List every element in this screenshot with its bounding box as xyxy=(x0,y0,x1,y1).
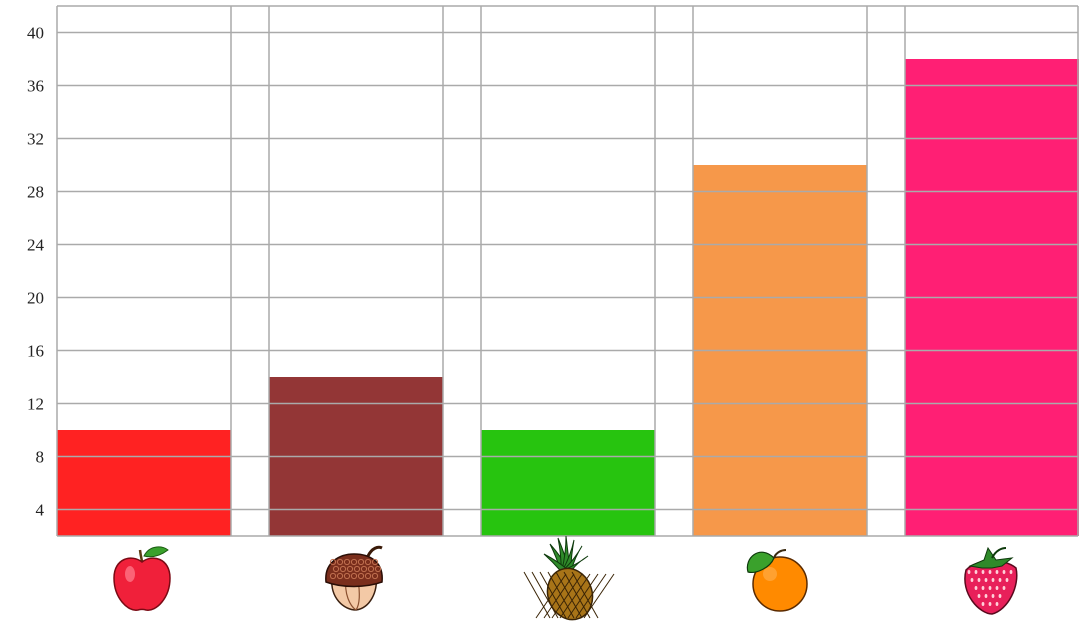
y-tick-label: 28 xyxy=(27,183,44,202)
apple-icon xyxy=(113,546,171,611)
y-tick-label: 40 xyxy=(27,24,44,43)
pineapple-icon xyxy=(523,535,615,621)
y-tick-label: 36 xyxy=(27,77,44,96)
acorn-icon xyxy=(325,545,383,611)
bar-pineapple xyxy=(481,430,655,536)
y-tick-label: 4 xyxy=(36,501,45,520)
strawberry-icon xyxy=(964,546,1018,615)
y-tick-label: 16 xyxy=(27,342,44,361)
y-axis: 4 8 12 16 20 24 28 32 36 40 xyxy=(27,24,45,520)
bar-apple xyxy=(57,430,231,536)
y-tick-label: 12 xyxy=(27,395,44,414)
grid xyxy=(56,5,1079,537)
y-tick-label: 20 xyxy=(27,289,44,308)
y-tick-label: 32 xyxy=(27,130,44,149)
orange-icon xyxy=(746,549,808,612)
y-tick-label: 24 xyxy=(27,236,45,255)
y-tick-label: 8 xyxy=(36,448,45,467)
x-axis-icons xyxy=(113,535,1018,621)
